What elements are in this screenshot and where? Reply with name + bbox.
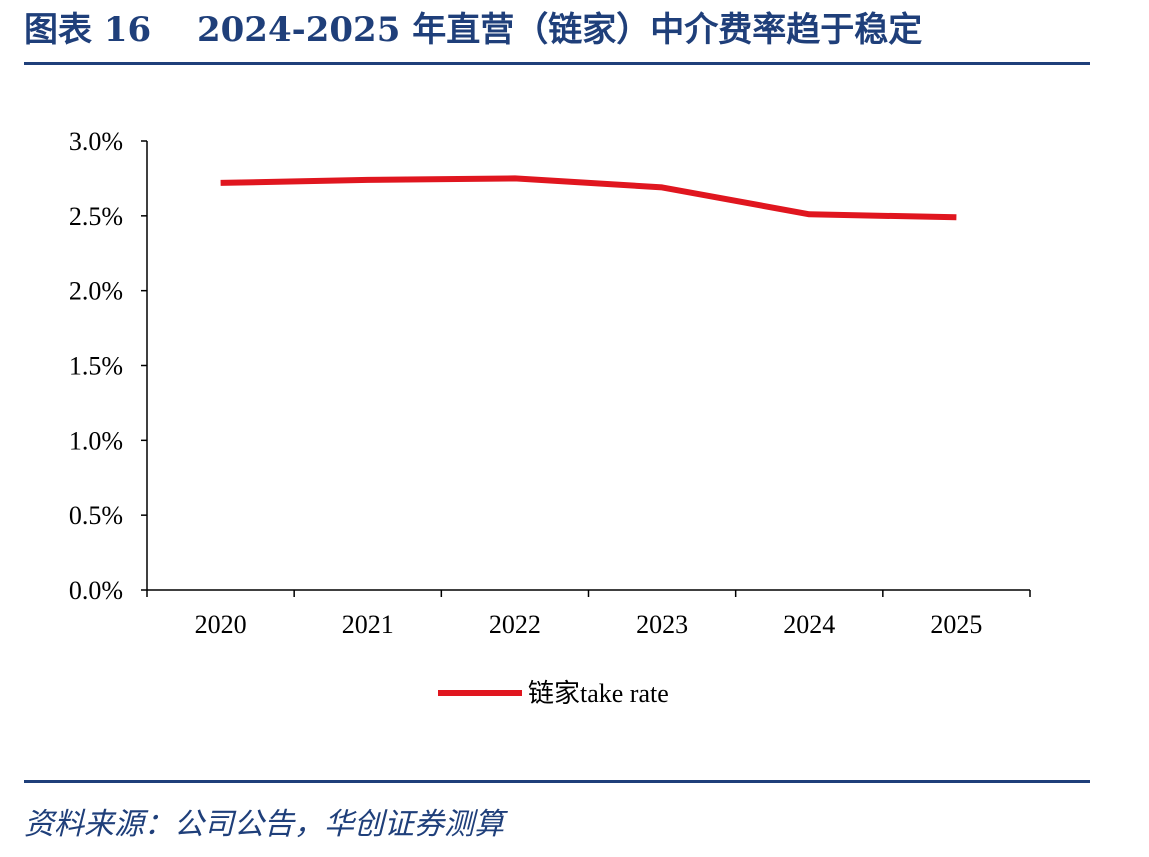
x-tick-label: 2023 (636, 610, 688, 639)
x-tick-label: 2022 (489, 610, 541, 639)
x-tick-label: 2021 (342, 610, 394, 639)
legend-label: 链家take rate (528, 679, 669, 708)
line-chart: 0.0%0.5%1.0%1.5%2.0%2.5%3.0% 2020 2021 202… (69, 127, 1031, 708)
y-axis: 0.0% 0.5% 1.0% 1.5% 2.0% 2.5% 3.0% (69, 127, 148, 605)
title-divider (24, 62, 1090, 65)
series-line (220, 175, 957, 221)
footer-divider (24, 780, 1090, 783)
y-tick-label: 0.5% (69, 501, 123, 530)
y-tick-label: 1.0% (69, 426, 123, 455)
x-tick-label: 2024 (783, 610, 835, 639)
x-tick-label: 2025 (930, 610, 982, 639)
y-tick-label: 1.5% (69, 352, 123, 381)
y-tick-label: 2.5% (69, 202, 123, 231)
y-tick-label: 0.0% (69, 576, 123, 605)
legend: 链家take rate (438, 679, 669, 708)
series-layer (220, 175, 957, 221)
x-axis: 2020 2021 2022 2023 2024 2025 (146, 589, 1031, 639)
y-tick-label: 3.0% (69, 127, 123, 156)
y-tick-label: 2.0% (69, 277, 123, 306)
x-tick-label: 2020 (195, 610, 247, 639)
chart-title: 图表 16 2024-2025 年直营（链家）中介费率趋于稳定 (24, 10, 923, 50)
source-note: 资料来源：公司公告，华创证券测算 (24, 807, 504, 842)
